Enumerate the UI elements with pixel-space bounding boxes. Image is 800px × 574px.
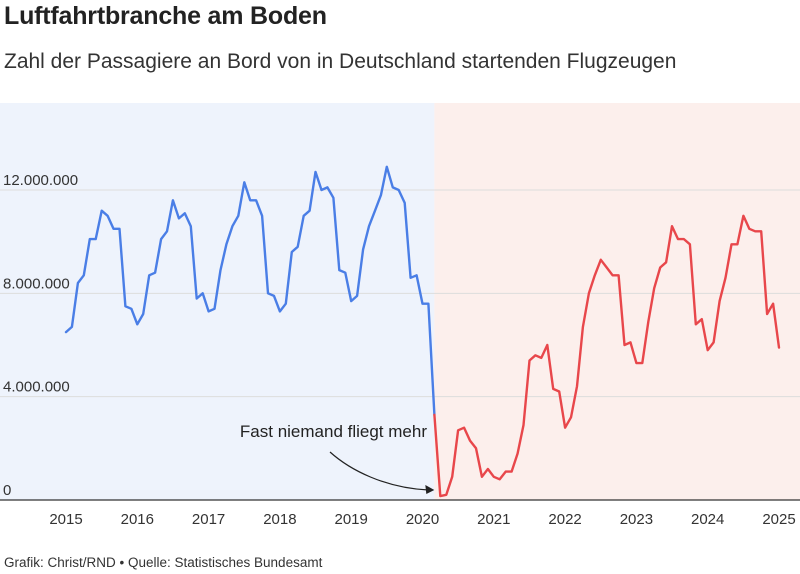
chart-title: Luftfahrtbranche am Boden bbox=[4, 2, 327, 30]
x-tick-label: 2021 bbox=[477, 511, 510, 528]
annotation-label: Fast niemand fliegt mehr bbox=[240, 422, 427, 441]
x-tick-label: 2025 bbox=[762, 511, 795, 528]
background-regions bbox=[0, 103, 800, 500]
y-tick-label: 8.000.000 bbox=[3, 275, 70, 292]
chart-subtitle: Zahl der Passagiere an Bord von in Deuts… bbox=[4, 50, 677, 73]
series-lines bbox=[64, 165, 781, 498]
x-tick-label: 2017 bbox=[192, 511, 225, 528]
x-tick-label: 2015 bbox=[49, 511, 82, 528]
y-tick-label: 4.000.000 bbox=[3, 379, 70, 396]
x-tick-label: 2022 bbox=[548, 511, 581, 528]
x-tick-label: 2018 bbox=[263, 511, 296, 528]
annotation-arrowhead bbox=[425, 485, 435, 494]
series-line-1 bbox=[64, 165, 436, 416]
x-tick-label: 2020 bbox=[406, 511, 439, 528]
x-tick-label: 2019 bbox=[335, 511, 368, 528]
y-tick-label: 12.000.000 bbox=[3, 172, 78, 189]
annotation: Fast niemand fliegt mehr bbox=[240, 422, 435, 494]
series-line-2 bbox=[433, 214, 781, 498]
background-region-1 bbox=[0, 103, 435, 500]
background-region-2 bbox=[434, 103, 800, 500]
axes: 2015 2016 2017 2018 2019 2020 2021 2022 2023 2024… bbox=[0, 499, 800, 528]
annotation-arrow bbox=[329, 451, 429, 491]
x-tick-label: 2024 bbox=[691, 511, 724, 528]
gridlines: 0 4.000.000 8.000.000 12.000.000 bbox=[0, 172, 800, 499]
x-tick-label: 2023 bbox=[620, 511, 653, 528]
y-tick-label: 0 bbox=[3, 482, 11, 499]
x-tick-label: 2016 bbox=[121, 511, 154, 528]
source-credit: Grafik: Christ/RND • Quelle: Statistisch… bbox=[4, 555, 323, 570]
